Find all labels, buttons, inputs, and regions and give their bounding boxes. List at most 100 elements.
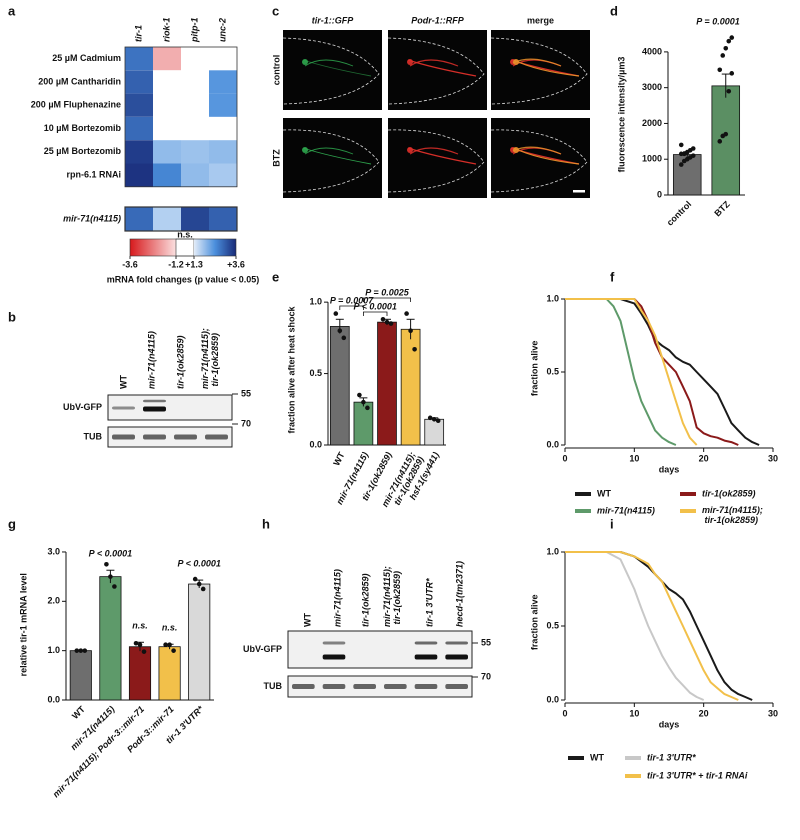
row-label: 25 µM Cadmium <box>52 53 121 63</box>
data-point <box>726 88 732 94</box>
colorbar-tick-label: -1.2 <box>168 259 184 269</box>
micrograph <box>283 30 382 110</box>
colorbar-tick-label: +1.3 <box>185 259 203 269</box>
y-axis-label: fraction alive <box>529 341 539 397</box>
bar <box>188 583 211 701</box>
blot-band <box>174 434 197 440</box>
blot-band <box>384 684 407 689</box>
column-header: tir-1 <box>133 25 143 42</box>
bar <box>99 576 122 701</box>
x-tick-label: BTZ <box>712 199 732 219</box>
neuron-soma <box>407 59 413 65</box>
data-point <box>690 146 696 151</box>
bar <box>329 326 350 446</box>
data-point <box>341 335 347 341</box>
y-tick-label: 1.0 <box>47 645 60 655</box>
panel-label: h <box>262 516 270 531</box>
y-tick-label: 0.5 <box>309 368 322 378</box>
data-point <box>108 574 113 579</box>
data-point <box>104 562 109 567</box>
lane-label: WT <box>302 613 312 627</box>
heatmap-cell <box>209 207 237 231</box>
data-point <box>365 405 370 411</box>
x-tick-label: 30 <box>768 453 778 463</box>
legend-label: mir-71(n4115); tir-1(ok2859) <box>702 505 763 525</box>
column-header: riok-1 <box>161 17 171 42</box>
x-axis-label: days <box>659 464 680 474</box>
data-point <box>357 392 362 398</box>
x-tick-label: 30 <box>768 708 778 718</box>
lane-label: tir-1(ok2859) <box>175 335 185 389</box>
heatmap-cell <box>209 140 237 164</box>
blot-row-label: TUB <box>264 681 283 691</box>
heatmap-cell <box>153 163 181 187</box>
marker-label: 55 <box>241 388 251 398</box>
column-header: merge <box>527 15 554 25</box>
heatmap-border <box>124 46 238 188</box>
y-tick-label: 0.0 <box>309 439 322 449</box>
blot-frame <box>287 675 473 698</box>
y-tick-label: 4000 <box>642 46 662 56</box>
label-line: tir-1(ok2859) <box>392 571 402 627</box>
legend-label: tir-1 3'UTR* + tir-1 RNAi <box>647 770 748 780</box>
blot-band <box>143 434 166 440</box>
data-point <box>717 67 723 73</box>
data-point <box>200 586 206 592</box>
marker-label: 70 <box>241 418 251 428</box>
label-line: mir-71(n4115); <box>200 328 210 389</box>
colorbar-tick-label: -3.6 <box>122 259 138 269</box>
y-tick-label: 0.5 <box>546 620 559 630</box>
data-point <box>404 311 409 316</box>
blot-row-label: TUB <box>84 431 103 441</box>
colorbar-tick-label: +3.6 <box>227 259 245 269</box>
y-tick-label: 0.0 <box>47 694 60 704</box>
bar <box>128 646 152 701</box>
label-line: tir-1(ok2859) <box>210 333 220 389</box>
heatmap-cell <box>125 140 153 164</box>
colorbar-negative <box>130 239 176 256</box>
panel-label: f <box>610 269 615 284</box>
colorbar-border <box>129 238 237 257</box>
x-tick-label: 20 <box>699 453 709 463</box>
micrograph <box>491 118 590 198</box>
x-tick-label: WT <box>70 704 87 721</box>
x-tick-label: 0 <box>562 453 567 463</box>
y-tick-label: 2.0 <box>47 596 60 606</box>
panel-label: g <box>8 516 16 531</box>
data-point <box>678 142 684 148</box>
data-point <box>412 346 417 352</box>
label-line: mir-71(n4115); <box>382 566 392 627</box>
row-label: 10 µM Bortezomib <box>44 123 122 133</box>
micrograph <box>388 30 487 110</box>
y-tick-label: 3000 <box>642 82 662 92</box>
blot-band <box>112 434 135 440</box>
blot-band <box>322 641 346 645</box>
panel-label: a <box>8 3 16 18</box>
blot-band <box>322 654 346 660</box>
survival-line <box>565 551 753 701</box>
column-header: unc-2 <box>217 18 227 42</box>
heatmap-cell <box>181 163 209 187</box>
blot-frame <box>107 426 233 448</box>
micrograph <box>388 118 487 198</box>
neuron-soma <box>513 147 519 153</box>
panel-label: c <box>272 3 279 18</box>
p-value: P < 0.0001 <box>89 549 132 559</box>
blot-frame <box>107 394 233 421</box>
data-point <box>729 35 735 40</box>
bar <box>377 321 397 446</box>
row-label: 200 µM Fluphenazine <box>31 100 121 110</box>
heatmap-cell <box>209 163 237 187</box>
y-tick-label: 0.0 <box>546 694 559 704</box>
heatmap-cell <box>209 93 237 117</box>
data-point <box>337 328 343 334</box>
blot-band <box>143 399 166 403</box>
column-header: tir-1::GFP <box>312 15 354 25</box>
data-point <box>726 38 732 44</box>
data-point <box>729 71 735 76</box>
colorbar-positive <box>194 239 236 256</box>
worm-outline <box>490 37 588 105</box>
data-point <box>678 162 684 167</box>
lane-label: hecd-1(tm2371) <box>454 561 464 627</box>
